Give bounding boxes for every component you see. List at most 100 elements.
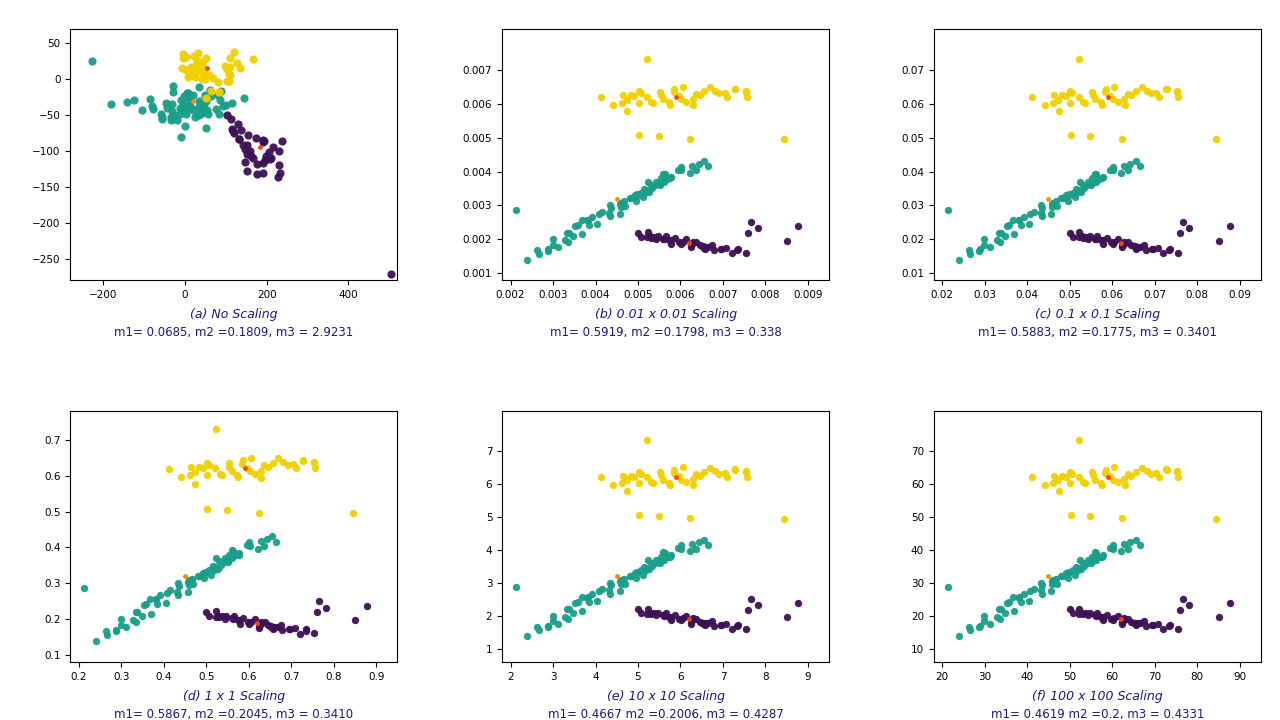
Point [293, 455, 314, 467]
Point [567, 220, 588, 231]
Point [125, 616, 146, 628]
Point [722, 624, 742, 635]
Point [1032, 202, 1052, 214]
Point [1148, 471, 1169, 482]
Point [255, 541, 275, 552]
Point [1091, 96, 1111, 108]
Point [219, 76, 239, 87]
Point [110, 619, 131, 631]
Point [620, 570, 640, 582]
Point [631, 87, 652, 99]
Point [86, 635, 106, 647]
Point [174, 91, 195, 102]
Point [600, 211, 621, 222]
Point [1004, 229, 1024, 240]
Point [653, 474, 673, 485]
Point [156, 97, 177, 109]
Point [694, 466, 714, 477]
Point [641, 477, 662, 488]
Point [1010, 220, 1030, 231]
Point [788, 220, 809, 232]
Point [1030, 199, 1051, 211]
Point [1032, 580, 1052, 591]
Point [74, 582, 95, 593]
Point [1060, 227, 1080, 238]
Point [937, 204, 957, 215]
Point [223, 125, 243, 137]
Point [204, 72, 224, 84]
Point [1082, 467, 1102, 478]
Point [581, 211, 602, 222]
Point [640, 607, 660, 618]
Point [611, 578, 631, 590]
Point [690, 616, 710, 627]
Point [591, 583, 612, 595]
Point [722, 247, 742, 258]
Point [717, 618, 737, 630]
Point [125, 606, 146, 618]
Point [653, 233, 673, 244]
Point [116, 621, 137, 633]
Point [1170, 604, 1190, 616]
Point [557, 227, 577, 238]
Point [233, 140, 253, 151]
Point [1097, 233, 1117, 244]
Point [735, 467, 755, 478]
Point [1142, 619, 1162, 631]
Point [192, 462, 212, 474]
Point [692, 617, 713, 629]
Point [538, 245, 558, 256]
Point [1051, 192, 1071, 204]
Point [1084, 233, 1105, 244]
Point [969, 621, 989, 633]
Point [183, 104, 204, 115]
Point [660, 611, 681, 623]
Point [200, 611, 220, 622]
Point [621, 470, 641, 482]
Point [248, 622, 269, 634]
Point [1060, 467, 1080, 478]
Point [543, 610, 563, 621]
Point [650, 173, 671, 184]
Point [628, 477, 649, 489]
Point [179, 100, 200, 112]
Point [239, 540, 260, 552]
Point [116, 96, 137, 108]
Point [1125, 156, 1146, 167]
Point [543, 616, 563, 627]
Point [1059, 189, 1079, 200]
Point [705, 466, 726, 477]
Point [241, 616, 261, 627]
Point [672, 613, 692, 624]
Point [1126, 242, 1147, 253]
Point [724, 464, 745, 476]
Point [187, 65, 207, 76]
Point [140, 93, 160, 104]
Point [1041, 585, 1061, 597]
Point [1117, 88, 1138, 99]
Text: (f) 100 x 100 Scaling: (f) 100 x 100 Scaling [1032, 690, 1162, 703]
Point [609, 208, 630, 220]
Point [1088, 551, 1108, 562]
Point [989, 603, 1010, 615]
Point [1153, 624, 1174, 635]
Point [215, 613, 236, 624]
Point [599, 577, 620, 589]
Point [1046, 573, 1066, 585]
Point [612, 197, 632, 209]
Point [1135, 621, 1156, 632]
Point [662, 614, 682, 626]
Point [640, 230, 660, 242]
Point [219, 68, 239, 80]
Point [682, 480, 703, 491]
Point [253, 459, 274, 471]
Point [632, 192, 653, 203]
Point [223, 545, 243, 557]
Point [227, 57, 247, 68]
Point [1048, 105, 1069, 117]
Point [543, 239, 563, 251]
Point [1111, 167, 1132, 179]
Point [581, 588, 602, 600]
Point [650, 555, 671, 567]
Point [212, 611, 233, 622]
